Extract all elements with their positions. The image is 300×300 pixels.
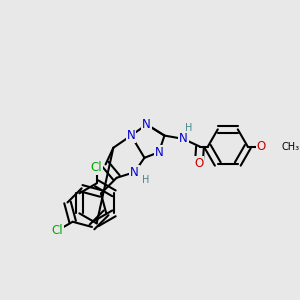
Text: H: H [142,175,149,185]
Text: N: N [130,166,139,179]
Text: N: N [154,146,163,159]
Text: H: H [185,123,193,133]
Text: N: N [127,129,136,142]
Text: Cl: Cl [91,161,103,174]
Text: N: N [142,118,151,131]
Text: Cl: Cl [51,224,63,237]
Text: O: O [194,157,203,170]
Text: N: N [179,132,188,146]
Text: O: O [256,140,266,153]
Text: CH₃: CH₃ [281,142,299,152]
